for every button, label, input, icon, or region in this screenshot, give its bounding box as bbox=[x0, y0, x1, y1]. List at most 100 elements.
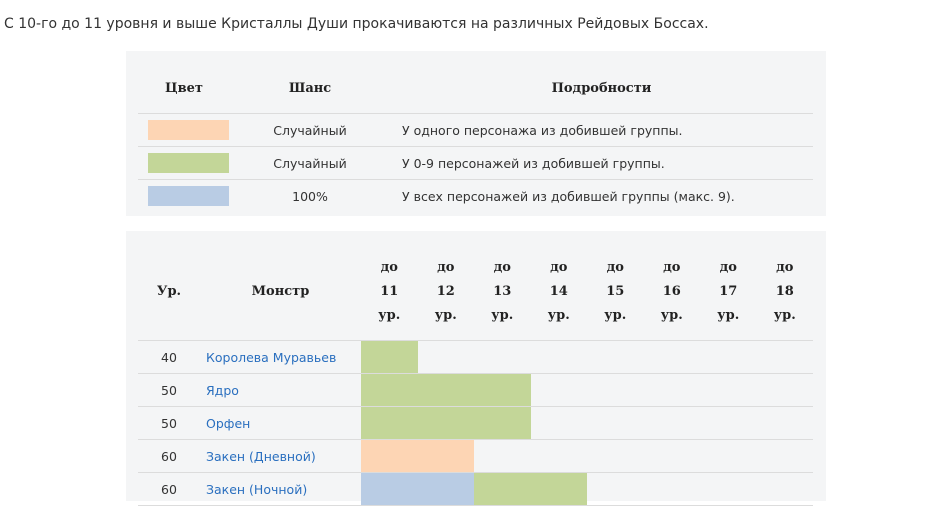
level-range-header-line: до bbox=[719, 259, 737, 275]
level-range-header-line: ур. bbox=[660, 307, 683, 323]
legend-color-cell bbox=[138, 146, 230, 180]
legend-row: Случайный У 0-9 персонажей из добившей гр… bbox=[138, 146, 813, 180]
range-cell-empty bbox=[643, 373, 700, 407]
range-cell-green bbox=[530, 472, 587, 506]
range-cell-empty bbox=[587, 472, 644, 506]
monster-header-level: Ур. bbox=[138, 243, 200, 341]
range-cell-empty bbox=[587, 340, 644, 374]
monster-link[interactable]: Орфен bbox=[206, 415, 251, 431]
monster-table: Ур. Монстр до 11 ур. до 12 ур. до 13 ур. до 14 ур. д… bbox=[138, 243, 813, 506]
legend-row: 100% У всех персонажей из добившей группы… bbox=[138, 180, 813, 213]
legend-details: У всех персонажей из добившей группы (ма… bbox=[402, 188, 735, 204]
legend-color-cell bbox=[138, 113, 230, 147]
level-range-header-line: ур. bbox=[378, 307, 401, 323]
monster-level: 50 bbox=[138, 406, 200, 440]
level-range-header-line: ур. bbox=[491, 307, 514, 323]
legend-header-row: Цвет Шанс Подробности bbox=[138, 63, 813, 114]
legend-header-color: Цвет bbox=[138, 63, 230, 114]
legend-details: У 0-9 персонажей из добившей группы. bbox=[390, 146, 813, 180]
monster-name-cell: Ядро bbox=[200, 373, 361, 407]
level-range-header-line: до bbox=[380, 259, 398, 275]
range-cell-empty bbox=[530, 340, 587, 374]
level-range-header-line: ур. bbox=[604, 307, 627, 323]
range-cell-empty bbox=[643, 406, 700, 440]
range-cell-blue bbox=[361, 472, 418, 506]
range-cell-green bbox=[474, 472, 531, 506]
range-cell-empty bbox=[756, 472, 813, 506]
legend-header-chance: Шанс bbox=[230, 63, 390, 114]
monster-level: 40 bbox=[138, 340, 200, 374]
range-cell-empty bbox=[700, 439, 757, 473]
monster-row: 50 Ядро bbox=[138, 373, 813, 407]
monster-name-cell: Орфен bbox=[200, 406, 361, 440]
level-range-header-line: 17 bbox=[719, 283, 738, 299]
legend-chance: Случайный bbox=[230, 146, 390, 180]
range-cell-empty bbox=[700, 406, 757, 440]
range-cell-empty bbox=[417, 340, 474, 374]
range-cell-green bbox=[474, 373, 531, 407]
monster-link[interactable]: Закен (Ночной) bbox=[206, 481, 308, 497]
level-range-header-line: до bbox=[776, 259, 794, 275]
monster-link[interactable]: Ядро bbox=[206, 382, 239, 398]
range-cell-green bbox=[361, 373, 418, 407]
range-cell-empty bbox=[587, 439, 644, 473]
level-range-header-line: 14 bbox=[549, 283, 568, 299]
range-cell-empty bbox=[643, 472, 700, 506]
range-cell-empty bbox=[643, 340, 700, 374]
range-cell-empty bbox=[756, 439, 813, 473]
legend-table: Цвет Шанс Подробности Случайный У одного … bbox=[138, 63, 813, 212]
range-cell-empty bbox=[587, 406, 644, 440]
range-cell-green bbox=[361, 406, 418, 440]
range-cell-empty bbox=[700, 373, 757, 407]
legend-panel: Цвет Шанс Подробности Случайный У одного … bbox=[126, 51, 826, 216]
monster-link[interactable]: Закен (Дневной) bbox=[206, 448, 316, 464]
legend-swatch-orange bbox=[148, 120, 229, 140]
monster-panel: Ур. Монстр до 11 ур. до 12 ур. до 13 ур. до 14 ур. д… bbox=[126, 231, 826, 506]
range-cell-orange bbox=[361, 439, 418, 473]
monster-header-row: Ур. Монстр до 11 ур. до 12 ур. до 13 ур. до 14 ур. д… bbox=[138, 243, 813, 341]
range-cell-empty bbox=[474, 439, 531, 473]
monster-level: 60 bbox=[138, 472, 200, 506]
range-cell-empty bbox=[474, 340, 531, 374]
range-cell-green bbox=[417, 373, 474, 407]
level-range-header-line: до bbox=[493, 259, 511, 275]
range-cell-empty bbox=[530, 406, 587, 440]
level-range-header-line: 12 bbox=[436, 283, 455, 299]
monster-row: 60 Закен (Дневной) bbox=[138, 439, 813, 473]
monster-link[interactable]: Королева Муравьев bbox=[206, 349, 337, 365]
level-range-header: до 17 ур. bbox=[700, 243, 757, 341]
range-cell-empty bbox=[700, 340, 757, 374]
monster-row: 60 Закен (Ночной) bbox=[138, 472, 813, 506]
legend-details: У одного персонажа из добившей группы. bbox=[390, 113, 813, 147]
range-cell-green bbox=[417, 406, 474, 440]
legend-header-details: Подробности bbox=[390, 63, 813, 114]
monster-row: 50 Орфен bbox=[138, 406, 813, 440]
range-cell-empty bbox=[700, 472, 757, 506]
level-range-header-line: до bbox=[606, 259, 624, 275]
monster-level: 50 bbox=[138, 373, 200, 407]
range-cell-empty bbox=[530, 439, 587, 473]
level-range-header-line: 15 bbox=[606, 283, 625, 299]
range-cell-empty bbox=[587, 373, 644, 407]
level-range-header-line: до bbox=[437, 259, 455, 275]
level-range-header-line: 18 bbox=[775, 283, 794, 299]
level-range-header-line: ур. bbox=[773, 307, 796, 323]
legend-swatch-blue bbox=[148, 186, 229, 206]
range-cell-empty bbox=[756, 340, 813, 374]
level-range-header-line: ур. bbox=[717, 307, 740, 323]
legend-chance: Случайный bbox=[230, 113, 390, 147]
legend-row: Случайный У одного персонажа из добившей … bbox=[138, 113, 813, 147]
monster-name-cell: Закен (Дневной) bbox=[200, 439, 361, 473]
range-cell-green bbox=[361, 340, 418, 374]
monster-header-name: Монстр bbox=[200, 243, 361, 341]
legend-chance: 100% bbox=[292, 188, 328, 204]
level-range-header-line: 11 bbox=[380, 283, 399, 299]
level-range-header-line: до bbox=[663, 259, 681, 275]
level-range-header-line: ур. bbox=[547, 307, 570, 323]
monster-name-cell: Закен (Ночной) bbox=[200, 472, 361, 506]
range-cell-empty bbox=[756, 406, 813, 440]
monster-level: 60 bbox=[138, 439, 200, 473]
monster-name-cell: Королева Муравьев bbox=[200, 340, 361, 374]
range-cell-orange bbox=[417, 439, 474, 473]
level-range-header: до 12 ур. bbox=[417, 243, 474, 341]
